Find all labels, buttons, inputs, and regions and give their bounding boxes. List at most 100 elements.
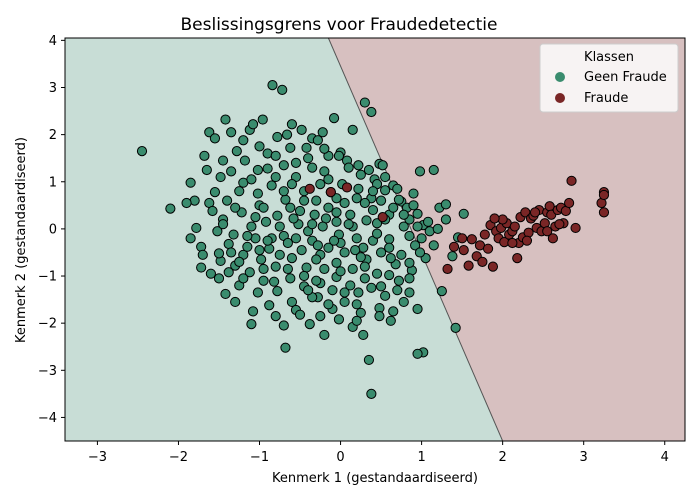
- data-point: [290, 157, 302, 169]
- data-point: [331, 193, 342, 204]
- series-geen-fraude: [136, 80, 469, 399]
- legend-label-geen-fraude: Geen Fraude: [584, 70, 667, 85]
- data-point: [272, 131, 283, 143]
- data-point: [298, 195, 310, 206]
- data-point: [270, 310, 281, 322]
- data-point: [286, 253, 298, 264]
- data-point: [270, 150, 281, 161]
- legend: Klassen Geen Fraude Fraude: [539, 43, 679, 113]
- decision-boundary-line: [327, 38, 504, 441]
- data-point: [440, 214, 452, 225]
- data-point: [220, 288, 231, 300]
- y-axis: −4 −3 −2 −1 0 1 2 3 4: [38, 34, 65, 426]
- data-point: [388, 306, 399, 317]
- data-point: [343, 219, 354, 230]
- data-point: [262, 163, 273, 174]
- data-point: [274, 221, 285, 232]
- data-point: [547, 233, 558, 244]
- y-tick-label: 0: [49, 222, 57, 237]
- data-point: [412, 208, 423, 219]
- data-point: [458, 245, 469, 256]
- data-point: [392, 183, 403, 194]
- data-point: [404, 257, 415, 268]
- data-point: [384, 242, 395, 253]
- data-point: [463, 260, 474, 271]
- data-point: [226, 166, 237, 177]
- data-point: [209, 133, 221, 144]
- data-point: [278, 186, 289, 197]
- data-point: [377, 212, 388, 223]
- data-point: [252, 188, 263, 199]
- data-point: [507, 237, 518, 249]
- data-point: [282, 237, 293, 249]
- data-point: [489, 213, 500, 224]
- data-point: [450, 322, 461, 333]
- data-point: [234, 256, 245, 267]
- data-point: [380, 171, 391, 183]
- data-point: [554, 219, 565, 230]
- data-point: [477, 256, 488, 267]
- data-point: [319, 166, 330, 177]
- data-point: [244, 267, 255, 278]
- data-point: [512, 253, 523, 264]
- data-point: [347, 124, 358, 136]
- data-point: [307, 162, 318, 173]
- data-point: [412, 303, 423, 315]
- data-point: [371, 268, 383, 279]
- data-point: [361, 215, 372, 226]
- data-point: [353, 160, 364, 171]
- data-point: [392, 285, 403, 296]
- data-point: [479, 229, 490, 240]
- data-point: [280, 194, 291, 205]
- data-point: [521, 235, 533, 246]
- data-point: [285, 142, 296, 153]
- data-point: [270, 261, 281, 272]
- data-point: [380, 290, 391, 301]
- data-point: [199, 150, 210, 161]
- data-point: [247, 306, 259, 317]
- data-point: [311, 275, 322, 286]
- data-point: [272, 210, 283, 221]
- y-tick-label: 3: [49, 81, 57, 96]
- y-tick-label: −1: [38, 270, 57, 285]
- data-point: [205, 268, 216, 279]
- data-point: [285, 202, 296, 213]
- data-point: [410, 240, 421, 251]
- data-point: [257, 114, 268, 125]
- data-point: [351, 233, 362, 244]
- data-point: [414, 166, 426, 177]
- data-point: [345, 280, 356, 291]
- data-point: [207, 205, 218, 217]
- data-point: [209, 187, 221, 198]
- data-point: [323, 299, 334, 310]
- data-point: [264, 300, 275, 311]
- x-tick-label: 3: [580, 450, 588, 465]
- data-point: [212, 226, 223, 237]
- data-point: [367, 204, 379, 216]
- x-tick-label: −2: [169, 450, 188, 465]
- data-point: [422, 216, 434, 227]
- y-axis-label: Kenmerk 2 (gestandaardiseerd): [14, 137, 29, 343]
- data-point: [347, 263, 358, 275]
- data-point: [315, 310, 326, 322]
- data-point: [384, 234, 395, 245]
- data-point: [296, 124, 307, 136]
- data-point: [136, 146, 148, 157]
- legend-marker-geen-fraude: [555, 72, 565, 82]
- data-point: [398, 221, 409, 232]
- data-point: [319, 329, 330, 341]
- data-point: [341, 182, 353, 193]
- data-point: [323, 202, 334, 213]
- data-point: [363, 164, 375, 176]
- data-point: [196, 262, 207, 273]
- data-point: [412, 221, 423, 232]
- data-point: [331, 257, 342, 268]
- data-point: [258, 263, 269, 275]
- data-point: [366, 106, 377, 118]
- data-point: [217, 219, 229, 230]
- data-point: [428, 240, 439, 251]
- data-point: [327, 285, 338, 296]
- x-tick-label: 4: [661, 450, 669, 465]
- data-point: [267, 80, 278, 91]
